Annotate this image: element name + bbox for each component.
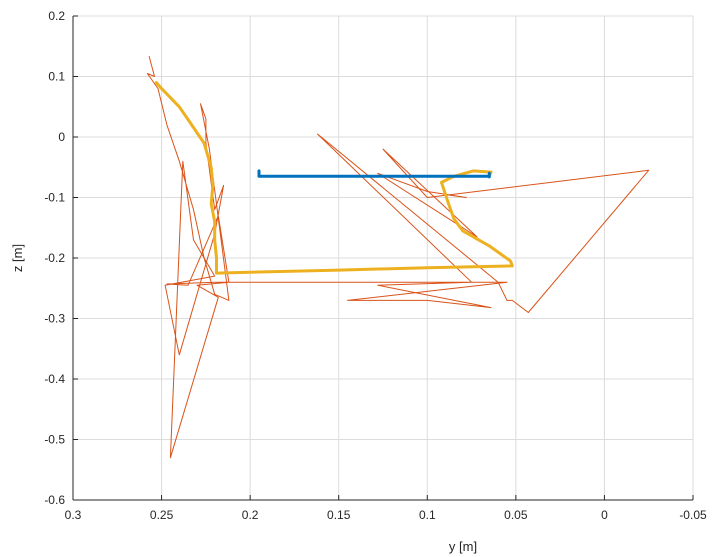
x-tick-label: 0.2 — [242, 508, 259, 522]
series-line-1 — [257, 169, 491, 179]
y-tick-label: 0.1 — [48, 70, 65, 84]
x-tick-label: 0.1 — [419, 508, 436, 522]
y-tick-label: -0.3 — [44, 312, 65, 326]
y-tick-label: -0.6 — [44, 493, 65, 507]
x-axis-label: y [m] — [449, 539, 477, 554]
y-tick-label: 0.2 — [48, 9, 65, 23]
series-layer — [146, 56, 650, 459]
series-line-2 — [154, 81, 514, 275]
x-tick-label: -0.05 — [679, 508, 707, 522]
tick-labels: 0.3 0.25 0.2 0.15 0.1 0.05 0 -0.05 0.2 0.1 0 -0.1 -0… — [44, 9, 707, 522]
x-tick-label: 0.25 — [150, 508, 174, 522]
x-tick-label: 0.05 — [504, 508, 528, 522]
x-tick-label: 0.3 — [65, 508, 82, 522]
series-line-3 — [146, 56, 650, 459]
y-tick-label: -0.1 — [44, 191, 65, 205]
y-tick-label: -0.4 — [44, 372, 65, 386]
x-tick-label: 0.15 — [327, 508, 351, 522]
y-axis-label: z [m] — [10, 244, 25, 272]
y-tick-label: -0.2 — [44, 251, 65, 265]
y-tick-label: -0.5 — [44, 433, 65, 447]
y-tick-label: 0 — [58, 130, 65, 144]
axes — [72, 15, 694, 501]
x-tick-label: 0 — [601, 508, 608, 522]
